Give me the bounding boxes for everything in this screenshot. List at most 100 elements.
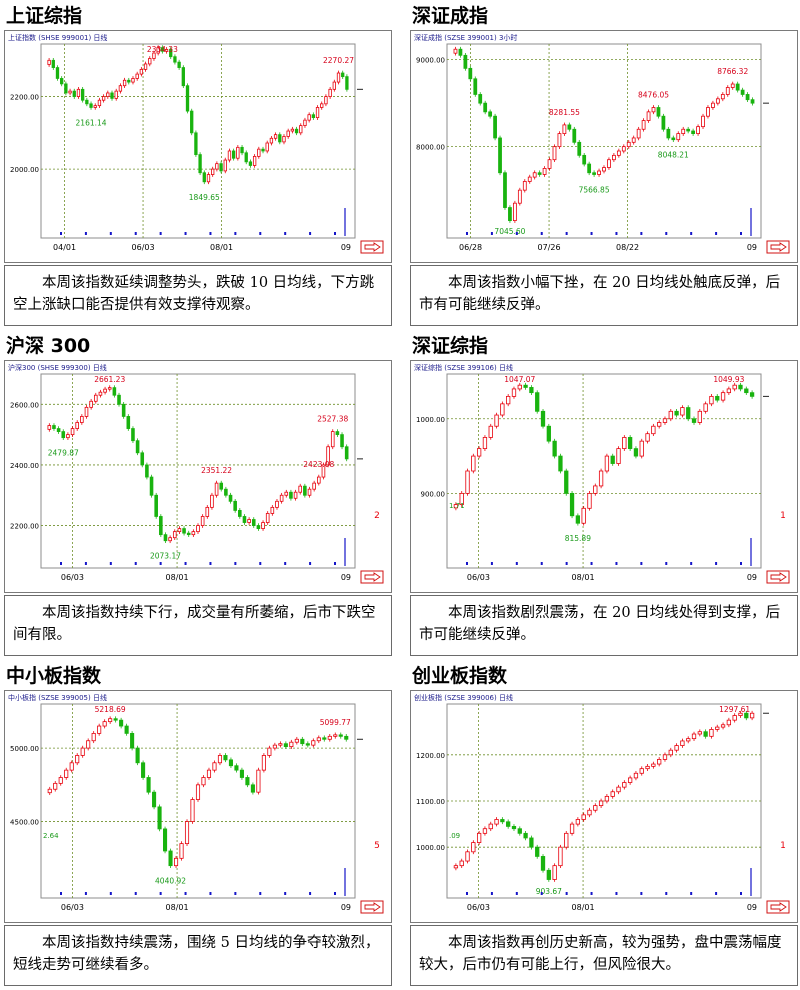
candle — [326, 444, 330, 468]
candle-body — [517, 189, 522, 204]
candle — [567, 122, 572, 132]
candle — [173, 54, 177, 65]
candle — [750, 97, 755, 106]
candle-body — [662, 754, 668, 760]
candle-body — [668, 749, 673, 756]
candle — [542, 166, 547, 177]
panel-chinext: 创业板指数 创业板指 (SZSE 399006) 日线 1200.00 1100.0… — [410, 662, 798, 986]
candle — [517, 187, 522, 206]
candle — [239, 767, 244, 780]
candle-body — [283, 743, 288, 748]
candle — [547, 157, 552, 171]
candle-body — [320, 103, 324, 108]
candle-body — [307, 114, 311, 121]
event-marker — [715, 232, 718, 235]
candle — [224, 486, 228, 498]
candle-body — [532, 172, 537, 178]
event-marker — [466, 562, 468, 565]
chart-box: 上证指数 (SHSE 999001) 日线 2200.00 2000.00 04/01… — [4, 30, 392, 263]
candle — [535, 844, 540, 859]
candle-body — [552, 865, 557, 880]
chart-header — [411, 691, 797, 702]
candle — [284, 489, 289, 498]
candle-body — [64, 83, 68, 94]
candle — [335, 429, 340, 437]
candle-body — [703, 731, 708, 737]
y-tick-label: 5000.00 — [10, 745, 39, 753]
candle — [140, 450, 145, 468]
price-annotation: 2661.23 — [94, 375, 125, 384]
candle — [607, 157, 611, 170]
candle-body — [212, 762, 217, 771]
candle-body — [303, 485, 307, 496]
x-tick-label: 09 — [341, 243, 351, 252]
x-tick-label: 06/03 — [467, 903, 490, 912]
x-tick-label: 08/01 — [572, 573, 595, 582]
candle-body — [511, 388, 517, 397]
candle — [106, 90, 110, 99]
candle — [290, 126, 295, 134]
candle-body — [200, 516, 205, 526]
candle-body — [732, 384, 737, 390]
candle — [201, 775, 206, 788]
candle-body — [286, 130, 290, 137]
candle — [148, 56, 152, 67]
candle-body — [562, 124, 567, 135]
candle-body — [330, 431, 335, 448]
candle — [119, 717, 124, 729]
candle-body — [219, 163, 223, 172]
candle-body — [58, 777, 63, 784]
candle-body — [558, 455, 563, 472]
candle — [344, 444, 349, 462]
candle-body — [293, 491, 298, 499]
candle-body — [279, 494, 284, 502]
candle — [720, 390, 726, 403]
candle-body — [593, 805, 598, 811]
y-tick-label: 1100.00 — [416, 798, 445, 806]
event-marker — [565, 232, 568, 235]
candle-body — [321, 464, 326, 478]
candle-body — [51, 59, 55, 68]
candle — [177, 59, 181, 70]
event-marker — [184, 892, 187, 895]
candle — [686, 736, 691, 744]
event-marker — [84, 892, 87, 895]
candle-body — [242, 516, 247, 523]
candle — [604, 794, 610, 804]
candle — [577, 139, 582, 158]
candle — [146, 775, 151, 795]
candle — [64, 81, 68, 96]
candle-body — [273, 134, 278, 139]
candle-body — [186, 532, 191, 536]
candle-body — [686, 738, 691, 742]
candle — [231, 148, 236, 161]
candle — [621, 144, 626, 154]
candle — [289, 489, 293, 501]
panel-shenzhen-composite: 深证综指 深证综指 (SZSE 399106) 日线 1000.00 900.00 0… — [410, 332, 798, 656]
candle — [282, 134, 286, 145]
x-tick-label: 06/03 — [61, 573, 84, 582]
candle — [135, 71, 139, 81]
candle-body — [674, 410, 679, 416]
candle — [627, 775, 633, 785]
candle — [453, 502, 459, 511]
candle-body — [311, 114, 316, 119]
candle — [238, 508, 242, 519]
candle-body — [488, 823, 493, 830]
candle — [303, 483, 307, 498]
event-marker — [515, 892, 518, 895]
candle — [575, 817, 581, 827]
comment-text: 本周该指数持续下行，成交量有所萎缩，后市下跌空间有限。 — [4, 595, 392, 656]
candle — [223, 157, 227, 174]
candle — [476, 446, 482, 459]
y-tick-label: 2200.00 — [10, 94, 39, 102]
candle — [47, 57, 51, 67]
candle-body — [201, 777, 206, 786]
candle-body — [127, 79, 131, 83]
candle-body — [715, 98, 720, 104]
panel-title: 创业板指数 — [412, 665, 508, 687]
candle-body — [581, 814, 586, 820]
candle — [627, 435, 633, 451]
candle-body — [53, 782, 58, 790]
candle-body — [98, 391, 103, 396]
